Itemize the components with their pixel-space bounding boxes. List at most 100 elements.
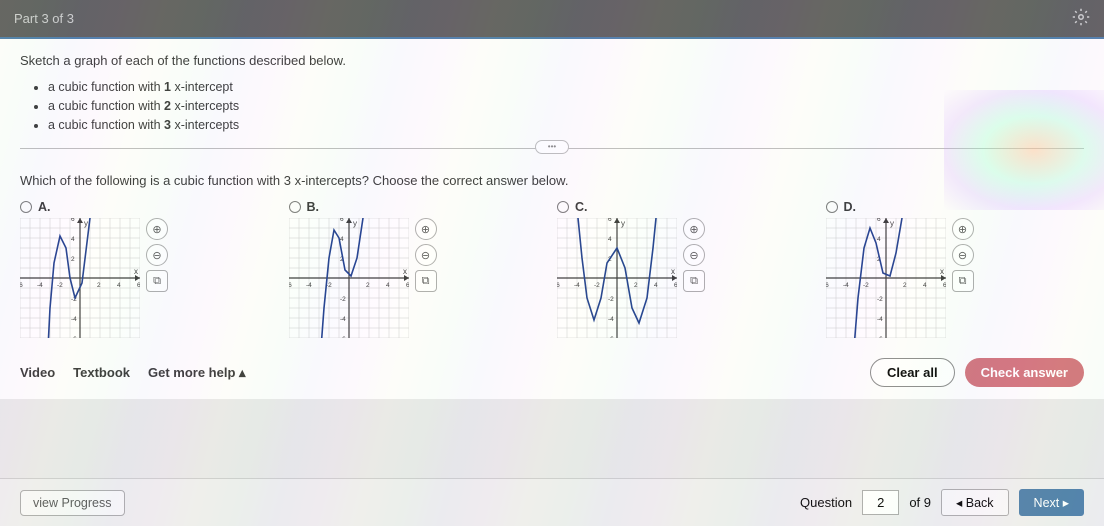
zoom-in-icon[interactable]: ⊕ — [146, 218, 168, 240]
svg-text:-6: -6 — [20, 282, 23, 289]
svg-text:-6: -6 — [608, 336, 614, 338]
svg-text:y: y — [353, 219, 357, 228]
video-link[interactable]: Video — [20, 365, 55, 381]
svg-text:4: 4 — [386, 282, 390, 289]
question-panel: Which of the following is a cubic functi… — [0, 159, 1104, 346]
back-button[interactable]: ◂ Back — [941, 489, 1009, 516]
popout-icon[interactable]: ⧉ — [952, 270, 974, 292]
svg-text:4: 4 — [117, 282, 121, 289]
clear-all-button[interactable]: Clear all — [870, 358, 955, 387]
option-label: A. — [38, 200, 51, 214]
check-answer-button[interactable]: Check answer — [965, 358, 1084, 387]
svg-text:-6: -6 — [289, 282, 292, 289]
bullet-item: a cubic function with 1 x-intercept — [48, 78, 1084, 97]
svg-text:-6: -6 — [340, 336, 346, 338]
svg-text:-2: -2 — [594, 282, 600, 289]
svg-text:6: 6 — [406, 282, 409, 289]
svg-text:-4: -4 — [71, 316, 77, 323]
svg-text:-2: -2 — [863, 282, 869, 289]
bullet-list: a cubic function with 1 x-intercept a cu… — [48, 78, 1084, 134]
svg-text:-6: -6 — [71, 336, 77, 338]
settings-icon[interactable] — [1072, 8, 1090, 29]
svg-text:-4: -4 — [843, 282, 849, 289]
option-label: C. — [575, 200, 588, 214]
options-row: A. x y -6 -6 -4 -4 -2 -2 2 2 4 4 6 6 ⊕ ⊖ ⧉ B. x y -6 -6 -… — [20, 200, 1084, 338]
svg-text:-6: -6 — [877, 336, 883, 338]
option-b: B. xy-6-6-4-4-2-2224466 ⊕ ⊖ ⧉ — [289, 200, 548, 338]
radio-option-d[interactable] — [826, 201, 838, 213]
svg-text:2: 2 — [71, 256, 75, 263]
svg-text:6: 6 — [340, 218, 344, 223]
svg-text:x: x — [403, 267, 407, 276]
svg-text:6: 6 — [674, 282, 677, 289]
svg-text:-4: -4 — [37, 282, 43, 289]
option-label: D. — [844, 200, 857, 214]
part-label: Part 3 of 3 — [14, 11, 74, 26]
svg-text:x: x — [134, 267, 138, 276]
zoom-out-icon[interactable]: ⊖ — [683, 244, 705, 266]
svg-text:4: 4 — [340, 236, 344, 243]
svg-text:y: y — [621, 219, 625, 228]
graph-b: xy-6-6-4-4-2-2224466 — [289, 218, 409, 338]
svg-text:-2: -2 — [57, 282, 63, 289]
svg-text:-6: -6 — [557, 282, 560, 289]
svg-text:-2: -2 — [877, 296, 883, 303]
svg-text:-6: -6 — [826, 282, 829, 289]
svg-text:6: 6 — [137, 282, 140, 289]
popout-icon[interactable]: ⧉ — [146, 270, 168, 292]
svg-text:6: 6 — [877, 218, 881, 223]
svg-text:x: x — [671, 267, 675, 276]
svg-text:-4: -4 — [340, 316, 346, 323]
svg-text:2: 2 — [97, 282, 101, 289]
of-label: of 9 — [909, 495, 931, 510]
bullet-item: a cubic function with 2 x-intercepts — [48, 97, 1084, 116]
svg-text:4: 4 — [923, 282, 927, 289]
zoom-out-icon[interactable]: ⊖ — [952, 244, 974, 266]
graph-a: xy-6-6-4-4-2-2224466 — [20, 218, 140, 338]
zoom-out-icon[interactable]: ⊖ — [146, 244, 168, 266]
svg-text:x: x — [940, 267, 944, 276]
next-button[interactable]: Next ▸ — [1019, 489, 1084, 516]
svg-text:4: 4 — [877, 236, 881, 243]
question-number: 2 — [862, 490, 899, 515]
svg-text:4: 4 — [608, 236, 612, 243]
view-progress-button[interactable]: view Progress — [20, 490, 125, 516]
svg-text:4: 4 — [654, 282, 658, 289]
svg-text:4: 4 — [71, 236, 75, 243]
zoom-in-icon[interactable]: ⊕ — [415, 218, 437, 240]
svg-text:-2: -2 — [340, 296, 346, 303]
instruction-text: Sketch a graph of each of the functions … — [20, 53, 1084, 68]
svg-text:-4: -4 — [877, 316, 883, 323]
radio-option-a[interactable] — [20, 201, 32, 213]
zoom-in-icon[interactable]: ⊕ — [683, 218, 705, 240]
option-d: D. xy-6-6-4-4-2-2224466 ⊕ ⊖ ⧉ — [826, 200, 1085, 338]
svg-text:2: 2 — [634, 282, 638, 289]
radio-option-c[interactable] — [557, 201, 569, 213]
collapse-handle-icon[interactable]: ••• — [535, 140, 569, 154]
question-label: Question — [800, 495, 852, 510]
header-bar: Part 3 of 3 — [0, 0, 1104, 39]
svg-text:2: 2 — [366, 282, 370, 289]
option-label: B. — [307, 200, 320, 214]
help-row: Video Textbook Get more help ▴ Clear all… — [0, 346, 1104, 399]
get-more-help-link[interactable]: Get more help ▴ — [148, 365, 246, 381]
bullet-item: a cubic function with 3 x-intercepts — [48, 116, 1084, 135]
footer-bar: view Progress Question 2 of 9 ◂ Back Nex… — [0, 478, 1104, 526]
graph-d: xy-6-6-4-4-2-2224466 — [826, 218, 946, 338]
instruction-panel: Sketch a graph of each of the functions … — [0, 39, 1104, 159]
popout-icon[interactable]: ⧉ — [415, 270, 437, 292]
radio-option-b[interactable] — [289, 201, 301, 213]
zoom-in-icon[interactable]: ⊕ — [952, 218, 974, 240]
question-text: Which of the following is a cubic functi… — [20, 173, 1084, 188]
svg-text:6: 6 — [71, 218, 75, 223]
svg-text:-4: -4 — [608, 316, 614, 323]
svg-text:2: 2 — [903, 282, 907, 289]
zoom-out-icon[interactable]: ⊖ — [415, 244, 437, 266]
svg-text:y: y — [890, 219, 894, 228]
option-a: A. xy-6-6-4-4-2-2224466 ⊕ ⊖ ⧉ — [20, 200, 279, 338]
svg-text:-4: -4 — [306, 282, 312, 289]
svg-text:6: 6 — [608, 218, 612, 223]
textbook-link[interactable]: Textbook — [73, 365, 130, 381]
svg-text:y: y — [84, 219, 88, 228]
popout-icon[interactable]: ⧉ — [683, 270, 705, 292]
